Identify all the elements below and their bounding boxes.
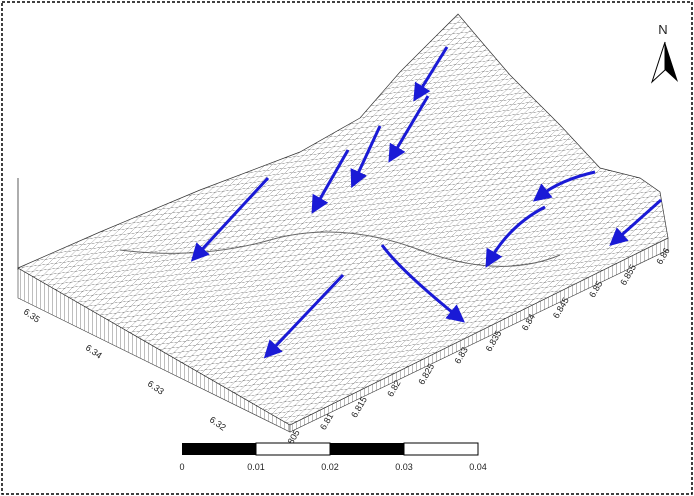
y-axis-label: 6.35 xyxy=(22,306,42,324)
terrain-surface xyxy=(18,14,668,425)
scale-label: 0.03 xyxy=(395,462,413,472)
map: 6.356.346.336.32 6.8056.816.8156.826.825… xyxy=(0,0,694,496)
scale-label: 0.02 xyxy=(321,462,339,472)
scale-label: 0 xyxy=(179,462,184,472)
north-arrow-left xyxy=(652,42,665,82)
scale-label: 0.01 xyxy=(247,462,265,472)
scale-label: 0.04 xyxy=(469,462,487,472)
north-label: N xyxy=(658,22,667,37)
north-arrow-right xyxy=(665,42,678,82)
y-axis-label: 6.32 xyxy=(208,414,228,432)
y-axis-label: 6.34 xyxy=(84,342,104,360)
scale-bar xyxy=(182,443,478,455)
y-axis-label: 6.33 xyxy=(146,378,166,396)
